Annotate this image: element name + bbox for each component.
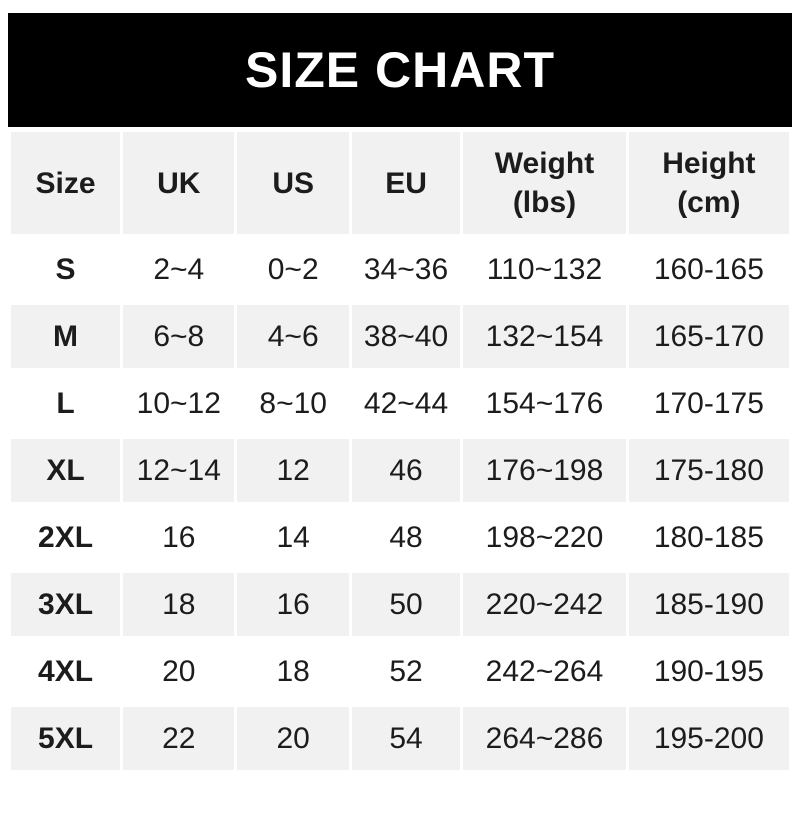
- us-value: 16: [237, 573, 349, 636]
- uk-value: 16: [123, 506, 235, 569]
- column-header-eu: EU: [351, 132, 461, 234]
- uk-value: 6~8: [123, 305, 235, 368]
- uk-value: 18: [123, 573, 235, 636]
- size-chart-table: Size UK US EU Weight (lbs) Height (cm) S 2…: [8, 128, 792, 774]
- weight-value: 154~176: [463, 372, 626, 435]
- column-header-height: Height (cm): [628, 132, 789, 234]
- column-header-height-label: Height: [662, 147, 756, 180]
- size-label: S: [11, 238, 121, 301]
- size-label: XL: [11, 439, 121, 502]
- column-header-uk: UK: [123, 132, 235, 234]
- height-value: 170-175: [628, 372, 789, 435]
- height-value: 180-185: [628, 506, 789, 569]
- height-value: 160-165: [628, 238, 789, 301]
- column-header-uk-label: UK: [157, 166, 201, 200]
- weight-value: 132~154: [463, 305, 626, 368]
- table-row-2xl: 2XL 16 14 48 198~220 180-185: [11, 506, 789, 569]
- weight-value: 264~286: [463, 707, 626, 770]
- column-header-us: US: [237, 132, 349, 234]
- uk-value: 12~14: [123, 439, 235, 502]
- size-label: L: [11, 372, 121, 435]
- us-value: 12: [237, 439, 349, 502]
- table-row-s: S 2~4 0~2 34~36 110~132 160-165: [11, 238, 789, 301]
- size-chart-banner: SIZE CHART: [8, 13, 792, 127]
- weight-value: 220~242: [463, 573, 626, 636]
- eu-value: 50: [351, 573, 461, 636]
- table-row-3xl: 3XL 18 16 50 220~242 185-190: [11, 573, 789, 636]
- us-value: 0~2: [237, 238, 349, 301]
- table-row-xl: XL 12~14 12 46 176~198 175-180: [11, 439, 789, 502]
- page-title: SIZE CHART: [245, 42, 555, 98]
- column-header-eu-label: EU: [385, 166, 427, 200]
- table-body: S 2~4 0~2 34~36 110~132 160-165 M 6~8 4~…: [11, 238, 789, 770]
- height-value: 165-170: [628, 305, 789, 368]
- eu-value: 52: [351, 640, 461, 703]
- height-value: 185-190: [628, 573, 789, 636]
- us-value: 14: [237, 506, 349, 569]
- header-row: Size UK US EU Weight (lbs) Height (cm): [11, 132, 789, 234]
- uk-value: 2~4: [123, 238, 235, 301]
- column-header-us-label: US: [272, 166, 315, 200]
- table-header: Size UK US EU Weight (lbs) Height (cm): [11, 132, 789, 234]
- column-header-weight: Weight (lbs): [463, 132, 626, 234]
- table-row-m: M 6~8 4~6 38~40 132~154 165-170: [11, 305, 789, 368]
- uk-value: 20: [123, 640, 235, 703]
- us-value: 8~10: [237, 372, 349, 435]
- eu-value: 54: [351, 707, 461, 770]
- eu-value: 38~40: [351, 305, 461, 368]
- us-value: 4~6: [237, 305, 349, 368]
- uk-value: 22: [123, 707, 235, 770]
- table-row-5xl: 5XL 22 20 54 264~286 195-200: [11, 707, 789, 770]
- table-row-l: L 10~12 8~10 42~44 154~176 170-175: [11, 372, 789, 435]
- size-label: 5XL: [11, 707, 121, 770]
- column-header-weight-label: Weight: [494, 147, 595, 180]
- us-value: 20: [237, 707, 349, 770]
- height-value: 175-180: [628, 439, 789, 502]
- column-header-weight-sublabel: (lbs): [512, 186, 577, 219]
- height-value: 190-195: [628, 640, 789, 703]
- eu-value: 42~44: [351, 372, 461, 435]
- eu-value: 34~36: [351, 238, 461, 301]
- column-header-size: Size: [11, 132, 121, 234]
- eu-value: 46: [351, 439, 461, 502]
- size-label: 3XL: [11, 573, 121, 636]
- size-label: 2XL: [11, 506, 121, 569]
- size-label: 4XL: [11, 640, 121, 703]
- eu-value: 48: [351, 506, 461, 569]
- weight-value: 242~264: [463, 640, 626, 703]
- weight-value: 176~198: [463, 439, 626, 502]
- column-header-height-sublabel: (cm): [677, 186, 741, 219]
- size-label: M: [11, 305, 121, 368]
- weight-value: 198~220: [463, 506, 626, 569]
- column-header-size-label: Size: [35, 166, 96, 200]
- weight-value: 110~132: [463, 238, 626, 301]
- uk-value: 10~12: [123, 372, 235, 435]
- us-value: 18: [237, 640, 349, 703]
- height-value: 195-200: [628, 707, 789, 770]
- table-row-4xl: 4XL 20 18 52 242~264 190-195: [11, 640, 789, 703]
